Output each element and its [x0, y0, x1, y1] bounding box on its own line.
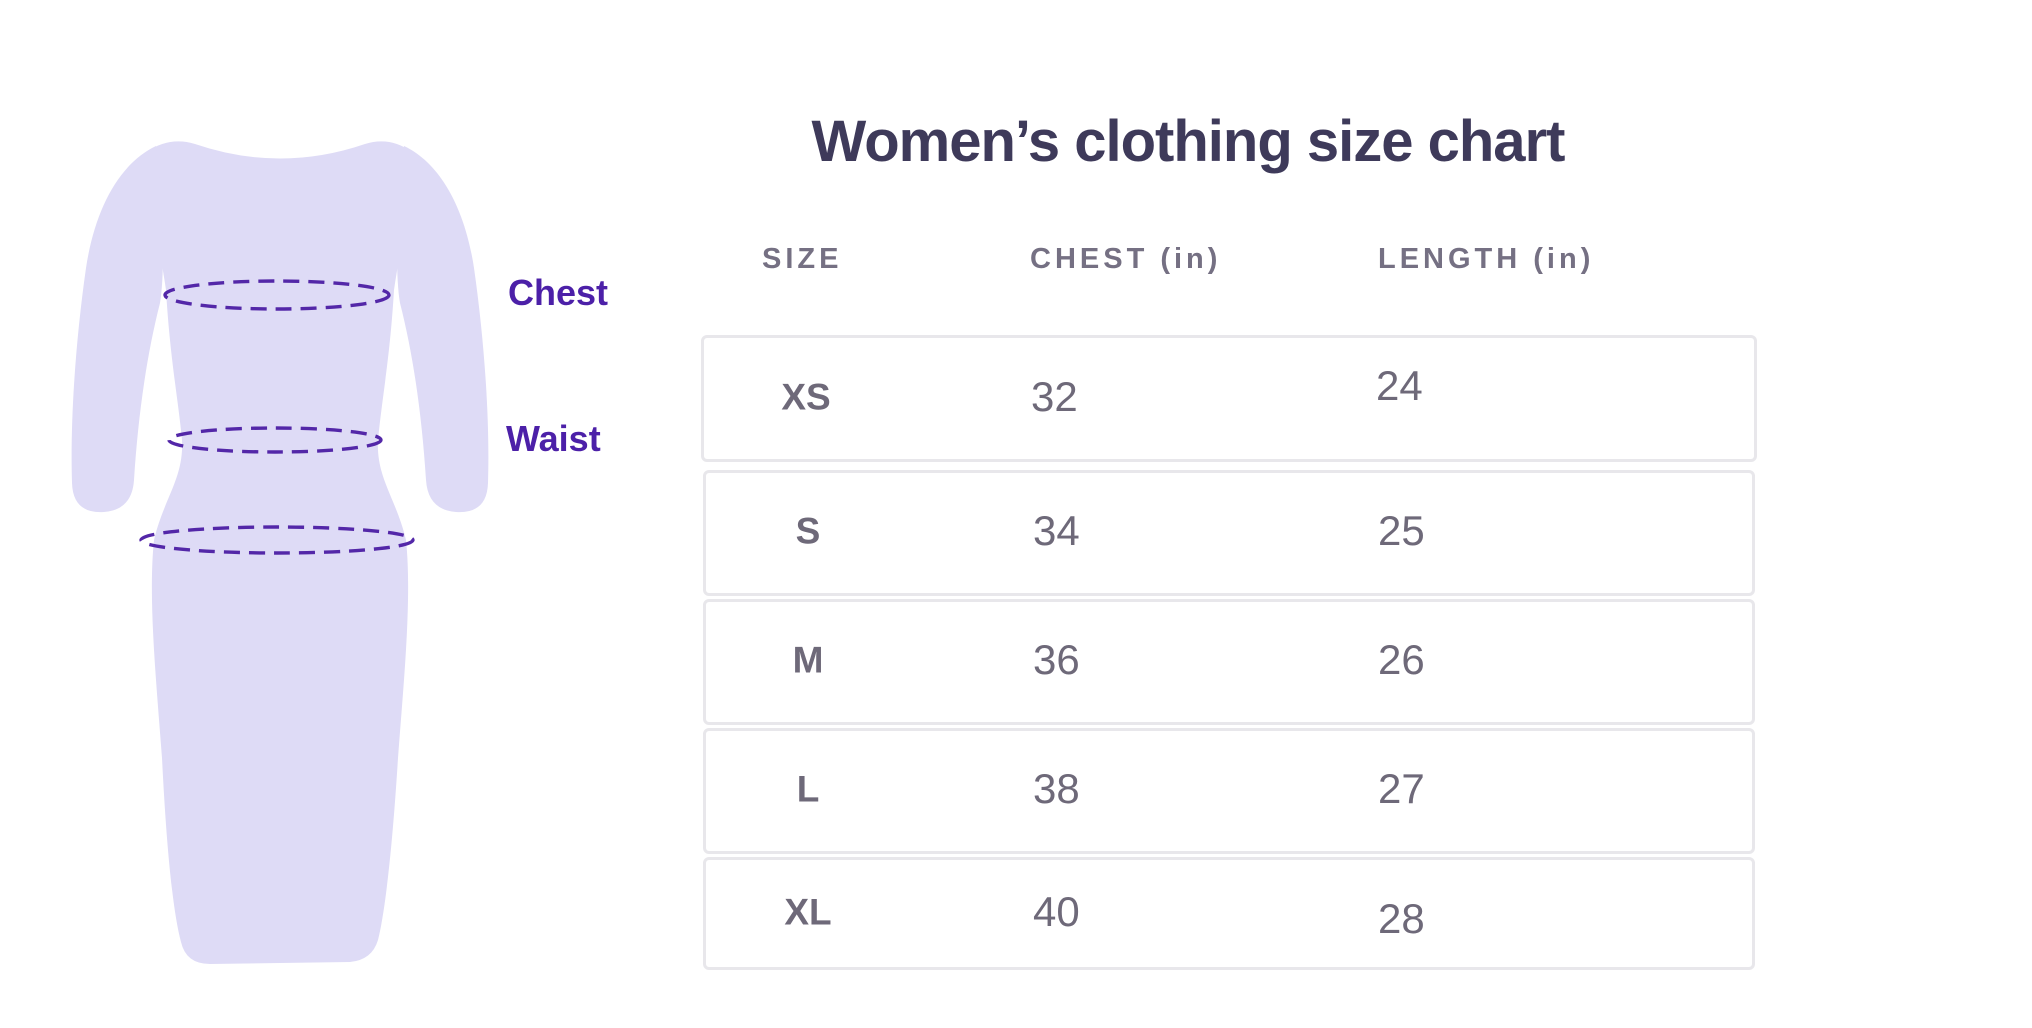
- cell-chest: 40: [1033, 887, 1080, 935]
- size-table: XS 32 24 S 34 25 M 36 26 L 38 27 XL 40 2…: [701, 335, 1757, 970]
- cell-size: L: [796, 768, 820, 810]
- cell-size: XS: [781, 375, 831, 417]
- header-length: LENGTH (in): [1378, 243, 1595, 275]
- cell-chest: 34: [1033, 507, 1080, 555]
- cell-length: 25: [1378, 507, 1425, 555]
- cell-size: S: [795, 510, 821, 552]
- waist-label: Waist: [506, 418, 601, 459]
- chest-label: Chest: [508, 272, 609, 313]
- header-size: SIZE: [762, 243, 843, 275]
- page-title: Women’s clothing size chart: [811, 109, 1566, 174]
- table-row: XS 32 24: [701, 335, 1757, 462]
- dress-right-sleeve: [397, 146, 489, 513]
- cell-length: 28: [1378, 894, 1425, 942]
- cell-chest: 38: [1033, 765, 1080, 813]
- chest-measure-ellipse: [163, 279, 391, 311]
- cell-length: 27: [1378, 765, 1425, 813]
- table-row: M 36 26: [703, 599, 1755, 725]
- table-row: XL 40 28: [703, 857, 1755, 970]
- dress-figure: [60, 118, 500, 978]
- dress-illustration: [71, 141, 489, 965]
- hip-measure-ellipse: [139, 525, 415, 555]
- dress-left-sleeve: [71, 146, 163, 513]
- cell-size: M: [792, 639, 824, 681]
- cell-length: 26: [1378, 636, 1425, 684]
- cell-chest: 36: [1033, 636, 1080, 684]
- table-header: SIZE CHEST (in) LENGTH (in): [703, 243, 1755, 283]
- cell-length: 24: [1376, 361, 1423, 409]
- cell-chest: 32: [1031, 372, 1078, 420]
- table-row: S 34 25: [703, 470, 1755, 596]
- waist-measure-ellipse: [167, 426, 383, 454]
- header-chest: CHEST (in): [1030, 243, 1222, 275]
- cell-size: XL: [784, 890, 832, 932]
- table-row: L 38 27: [703, 728, 1755, 854]
